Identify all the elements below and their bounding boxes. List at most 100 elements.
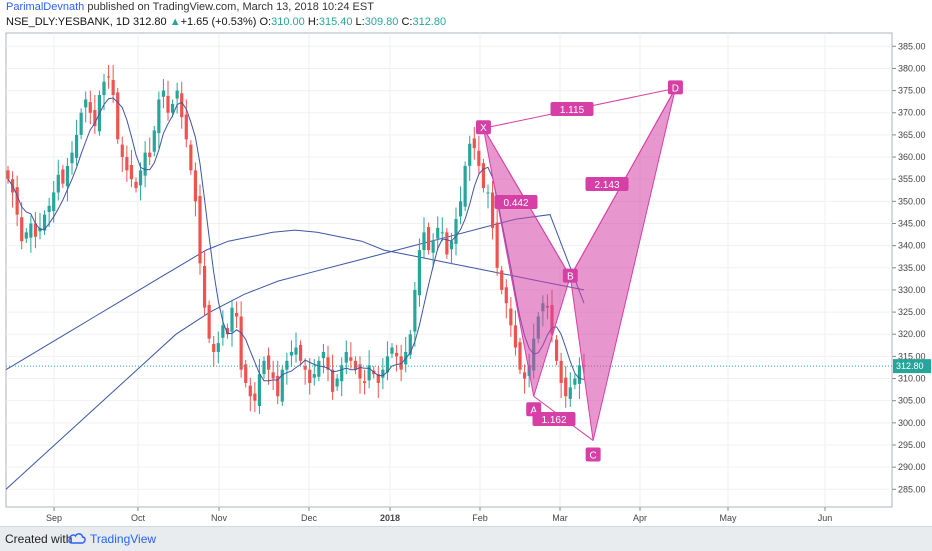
candle-body[interactable]: [138, 170, 143, 186]
candle-body[interactable]: [212, 343, 216, 352]
candle-body[interactable]: [262, 360, 266, 375]
candle-body[interactable]: [202, 266, 207, 308]
candle-body[interactable]: [225, 328, 230, 335]
candle-body[interactable]: [490, 192, 495, 228]
candle-body[interactable]: [381, 369, 385, 378]
candle-body[interactable]: [111, 79, 115, 96]
candle-body[interactable]: [468, 143, 472, 166]
candle-body[interactable]: [70, 152, 74, 164]
candle-body[interactable]: [559, 360, 563, 383]
candle-body[interactable]: [285, 360, 289, 370]
candle-body[interactable]: [198, 196, 202, 264]
candle-body[interactable]: [239, 316, 243, 370]
candle-body[interactable]: [463, 165, 467, 207]
candle-body[interactable]: [6, 170, 10, 180]
candle-body[interactable]: [486, 192, 490, 194]
candle-body[interactable]: [65, 165, 70, 187]
candle-body[interactable]: [253, 393, 257, 401]
candle-body[interactable]: [234, 312, 239, 317]
candle-body[interactable]: [61, 169, 65, 184]
candle-body[interactable]: [445, 232, 449, 255]
candle-body[interactable]: [518, 342, 522, 370]
candle-body[interactable]: [477, 150, 481, 166]
candle-body[interactable]: [180, 93, 184, 118]
candle-body[interactable]: [207, 304, 211, 339]
candle-body[interactable]: [216, 343, 220, 352]
candle-body[interactable]: [88, 102, 92, 113]
candle-body[interactable]: [52, 192, 56, 212]
candle-body[interactable]: [472, 138, 476, 149]
candle-body[interactable]: [367, 365, 371, 381]
candle-body[interactable]: [184, 114, 188, 140]
candle-body[interactable]: [554, 339, 559, 361]
candle-body[interactable]: [564, 377, 568, 397]
candle-body[interactable]: [481, 163, 486, 189]
candle-body[interactable]: [42, 214, 47, 231]
candle-body[interactable]: [573, 378, 577, 385]
candle-body[interactable]: [330, 369, 335, 392]
candle-body[interactable]: [244, 364, 248, 383]
candle-body[interactable]: [303, 366, 307, 370]
candle-body[interactable]: [321, 351, 326, 359]
candle-body[interactable]: [221, 325, 225, 338]
candle-body[interactable]: [271, 372, 275, 379]
candle-body[interactable]: [495, 222, 499, 268]
candle-body[interactable]: [394, 352, 399, 357]
candle-body[interactable]: [116, 92, 120, 140]
candle-body[interactable]: [349, 357, 353, 361]
candle-body[interactable]: [294, 347, 298, 355]
candle-body[interactable]: [312, 374, 316, 378]
candle-body[interactable]: [276, 375, 280, 397]
candle-body[interactable]: [390, 347, 394, 354]
candle-body[interactable]: [47, 205, 51, 212]
candle-body[interactable]: [129, 165, 134, 180]
candle-body[interactable]: [29, 223, 33, 238]
candle-body[interactable]: [509, 308, 513, 326]
candle-body[interactable]: [280, 369, 284, 402]
candle-body[interactable]: [335, 378, 339, 387]
candle-body[interactable]: [24, 232, 28, 239]
candle-body[interactable]: [15, 187, 19, 215]
candle-body[interactable]: [170, 103, 175, 113]
candle-body[interactable]: [102, 81, 106, 96]
candle-body[interactable]: [417, 250, 422, 296]
candle-body[interactable]: [84, 99, 88, 108]
candle-body[interactable]: [289, 351, 294, 356]
candle-body[interactable]: [33, 223, 38, 237]
candle-body[interactable]: [344, 351, 348, 363]
candle-body[interactable]: [166, 95, 170, 113]
candle-body[interactable]: [120, 144, 124, 158]
candle-body[interactable]: [125, 157, 129, 171]
candle-body[interactable]: [298, 344, 303, 361]
candle-body[interactable]: [74, 134, 79, 158]
candle-body[interactable]: [79, 112, 83, 135]
candle-body[interactable]: [385, 356, 390, 373]
candle-body[interactable]: [143, 152, 147, 176]
candle-body[interactable]: [413, 289, 417, 332]
candle-body[interactable]: [230, 307, 234, 332]
candle-body[interactable]: [317, 360, 321, 377]
candle-body[interactable]: [353, 360, 358, 370]
candle-body[interactable]: [248, 385, 252, 397]
symbol-label[interactable]: NSE_DLY:YESBANK, 1D: [6, 16, 130, 28]
candle-body[interactable]: [193, 170, 198, 202]
candle-body[interactable]: [189, 144, 193, 171]
candle-body[interactable]: [308, 369, 312, 383]
candle-body[interactable]: [449, 241, 454, 250]
candle-body[interactable]: [175, 90, 179, 99]
pattern-triangle-bcd[interactable]: [569, 88, 676, 441]
candle-body[interactable]: [266, 355, 271, 370]
candle-body[interactable]: [522, 372, 527, 379]
candle-body[interactable]: [513, 325, 518, 348]
candle-body[interactable]: [500, 270, 504, 290]
candle-body[interactable]: [376, 374, 380, 383]
candle-body[interactable]: [458, 201, 463, 217]
candle-body[interactable]: [326, 357, 330, 370]
candle-body[interactable]: [504, 287, 508, 304]
candle-body[interactable]: [408, 334, 412, 355]
candle-body[interactable]: [426, 227, 431, 251]
candle-body[interactable]: [56, 174, 60, 193]
author-link[interactable]: ParimalDevnath: [6, 1, 85, 13]
candle-body[interactable]: [436, 227, 440, 239]
candle-body[interactable]: [358, 364, 362, 379]
